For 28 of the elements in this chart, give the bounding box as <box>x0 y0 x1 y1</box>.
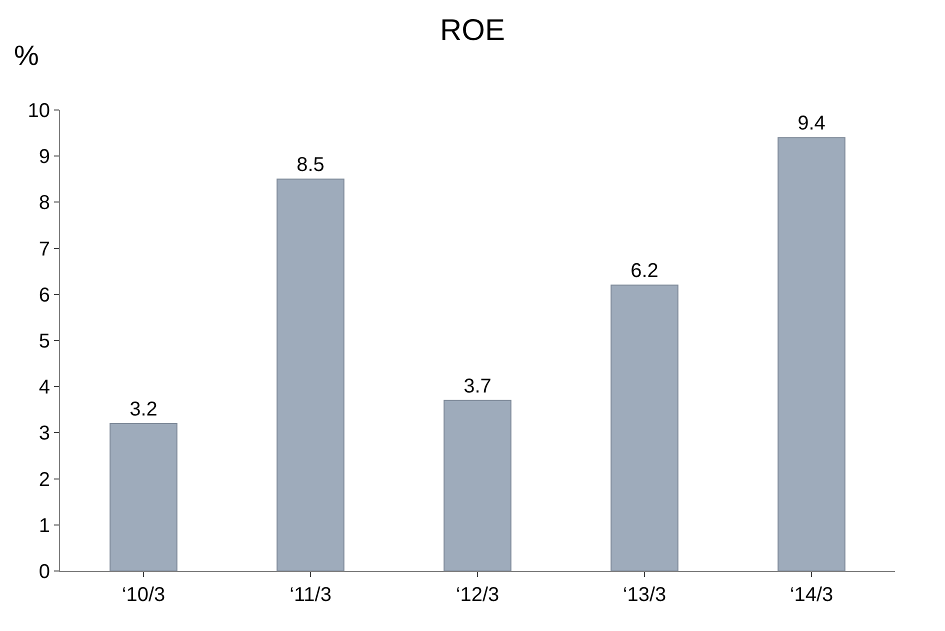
bar <box>610 284 678 571</box>
x-tick-label: ‘14/3 <box>790 584 834 606</box>
bar <box>444 400 512 571</box>
y-tick-label: 6 <box>38 284 50 306</box>
y-tick-label: 8 <box>38 192 50 214</box>
y-tick-label: 2 <box>38 468 50 491</box>
bar <box>778 137 846 571</box>
y-tick-label: 9 <box>38 146 50 168</box>
data-label: 8.5 <box>296 154 324 176</box>
bar <box>276 178 344 571</box>
x-tick-label: ‘12/3 <box>456 584 500 606</box>
y-tick-label: 0 <box>38 561 50 583</box>
data-label: 6.2 <box>630 260 658 282</box>
y-tick-label: 1 <box>38 514 50 537</box>
bar <box>110 422 178 571</box>
data-label: 9.4 <box>798 112 826 135</box>
y-tick-label: 10 <box>28 100 50 122</box>
data-label: 3.7 <box>464 375 492 398</box>
y-tick-label: 4 <box>38 376 50 399</box>
data-label: 3.2 <box>130 398 158 420</box>
y-tick-label: 7 <box>38 238 50 260</box>
x-tick-label: ‘13/3 <box>622 584 666 606</box>
y-tick-label: 3 <box>38 422 50 445</box>
y-tick-label: 5 <box>38 330 50 352</box>
x-tick-label: ‘10/3 <box>122 584 166 606</box>
y-axis-title: % <box>14 40 39 71</box>
chart-title: ROE <box>440 14 506 47</box>
x-tick-label: ‘11/3 <box>290 584 332 606</box>
